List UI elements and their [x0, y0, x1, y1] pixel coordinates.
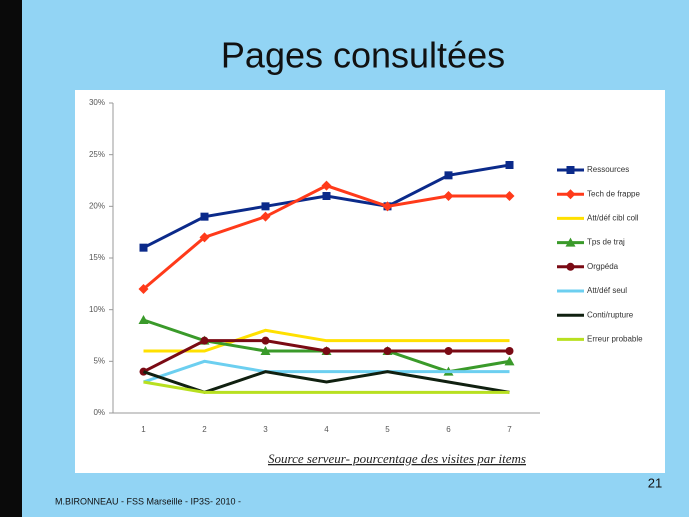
point: [199, 232, 210, 243]
point: [261, 202, 270, 211]
point: [322, 347, 331, 355]
legend-label: Orgpéda: [587, 262, 619, 271]
chart-caption: Source serveur- pourcentage des visites …: [268, 451, 526, 466]
point: [566, 262, 575, 271]
point: [505, 161, 514, 169]
point: [321, 180, 332, 191]
chart-panel: [75, 90, 665, 473]
y-tick-label: 25%: [89, 150, 105, 159]
y-tick-label: 10%: [89, 305, 105, 314]
point: [565, 237, 576, 247]
series-line: [143, 380, 510, 394]
slide-title: Pages consultées: [221, 35, 505, 76]
y-tick-label: 30%: [89, 98, 105, 107]
series-line: [143, 328, 510, 353]
x-tick-label: 7: [507, 425, 512, 434]
point: [444, 171, 453, 180]
y-tick-label: 5%: [93, 356, 105, 365]
x-tick-label: 1: [141, 425, 146, 434]
legend-label: Att/déf cibl coll: [587, 214, 639, 223]
y-tick-label: 0%: [93, 408, 105, 417]
legend-label: Tech de frappe: [587, 189, 640, 198]
point: [261, 336, 270, 345]
series-line: [143, 359, 510, 384]
point: [138, 315, 149, 324]
x-tick-label: 5: [385, 425, 390, 434]
point: [504, 191, 515, 201]
point: [200, 212, 209, 221]
legend-label: Erreur probable: [587, 335, 643, 344]
legend-label: Ressources: [587, 165, 629, 174]
x-tick-label: 6: [446, 425, 451, 434]
footer: M.BIRONNEAU - FSS Marseille - IP3S- 2010…: [55, 496, 241, 506]
x-tick-label: 4: [324, 425, 329, 434]
point: [322, 192, 331, 200]
point: [260, 211, 271, 222]
point: [383, 347, 392, 355]
legend-label: Att/déf seul: [587, 286, 627, 295]
point: [200, 336, 209, 345]
legend-label: Conti/rupture: [587, 310, 634, 319]
page-number: 21: [648, 475, 662, 490]
point: [444, 347, 453, 355]
point: [139, 243, 148, 252]
point: [565, 189, 576, 200]
x-tick-label: 3: [263, 425, 268, 434]
point: [504, 356, 515, 366]
point: [505, 347, 514, 355]
point: [566, 166, 575, 174]
y-tick-label: 15%: [89, 253, 105, 262]
y-tick-label: 20%: [89, 201, 105, 210]
x-tick-label: 2: [202, 425, 207, 434]
point: [382, 201, 393, 212]
left-strip: [0, 0, 22, 517]
point: [443, 191, 454, 201]
legend-label: Tps de traj: [587, 238, 625, 247]
point: [138, 284, 149, 294]
point: [260, 346, 271, 355]
